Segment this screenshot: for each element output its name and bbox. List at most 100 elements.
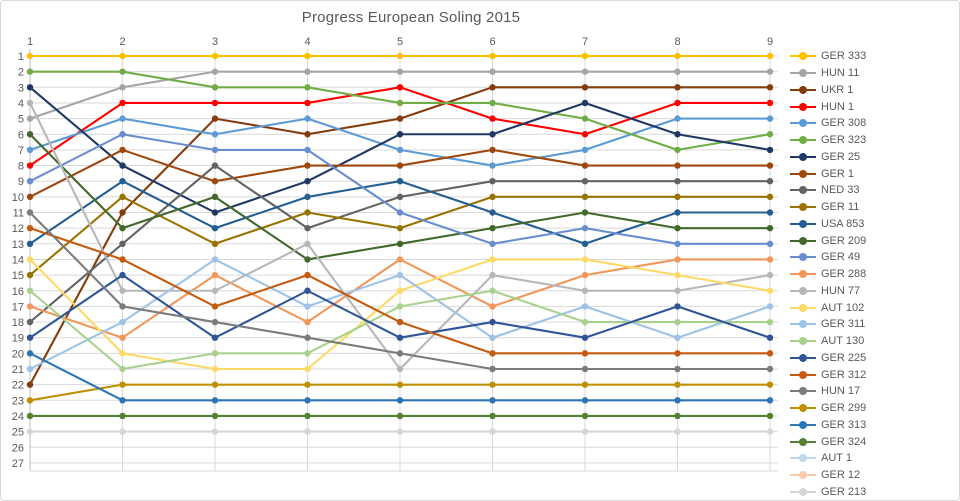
data-point-marker [26,271,34,279]
legend-dot-icon [799,203,807,212]
legend-dot-icon [799,320,807,329]
data-point-marker [26,318,34,326]
series-line-ger-333[interactable] [26,52,774,60]
data-point-marker [766,287,774,294]
legend-item-usa-853[interactable]: USA 853 [790,216,955,233]
legend-item-ger-308[interactable]: GER 308 [790,115,955,132]
legend-item-ger-313[interactable]: GER 313 [790,417,955,434]
legend-dot-icon [799,303,807,312]
series-line-aut-102[interactable] [26,256,774,373]
legend-item-ger-11[interactable]: GER 11 [790,199,955,216]
series-line-ger-313[interactable] [26,350,774,404]
series-line-ger-324[interactable] [26,412,774,420]
legend-item-hun-77[interactable]: HUN 77 [790,283,955,300]
legend-label: HUN 1 [821,100,855,113]
legend-item-ger-49[interactable]: GER 49 [790,249,955,266]
data-point-marker [396,209,404,216]
legend-item-ger-333[interactable]: GER 333 [790,48,955,65]
data-point-marker [766,240,774,247]
legend-item-ger-25[interactable]: GER 25 [790,149,955,166]
series-line-ger-312[interactable] [26,224,774,357]
legend-item-ger-312[interactable]: GER 312 [790,366,955,383]
data-point-marker [766,131,774,138]
series-line-hun-77[interactable] [26,99,774,373]
legend-line-marker-icon [790,186,816,195]
data-point-marker [674,68,681,75]
data-point-marker [396,365,404,373]
data-point-marker [304,131,311,138]
data-point-marker [396,287,404,294]
series-line-hun-17[interactable] [26,209,774,373]
legend-item-ger-1[interactable]: GER 1 [790,165,955,182]
data-point-marker [211,397,219,404]
legend-item-ger-225[interactable]: GER 225 [790,350,955,367]
series-line-ger-1[interactable] [26,146,774,201]
legend-label: USA 853 [821,217,865,230]
data-point-marker [581,68,589,75]
data-point-marker [396,412,404,420]
series-line-ger-299[interactable] [26,381,774,404]
data-point-marker [581,99,589,107]
data-point-marker [581,381,589,388]
data-point-marker [211,428,219,435]
series-line-aut-130[interactable] [26,287,774,373]
series-line-ger-25[interactable] [26,84,774,216]
y-axis-tick-label: 12 [12,223,24,235]
legend-item-ger-12[interactable]: GER 12 [790,467,955,484]
y-axis-tick-label: 26 [12,442,24,454]
data-point-marker [674,412,681,420]
y-axis-tick-label: 2 [18,67,24,79]
series-line-ger-225[interactable] [26,271,774,341]
legend-item-hun-17[interactable]: HUN 17 [790,383,955,400]
series-line-ger-311[interactable] [26,256,774,373]
legend-item-hun-11[interactable]: HUN 11 [790,65,955,82]
data-point-marker [119,52,126,60]
series-line-ger-308[interactable] [26,115,774,169]
legend-item-ger-311[interactable]: GER 311 [790,316,955,333]
data-point-marker [211,99,219,107]
legend-line-marker-icon [790,353,816,362]
legend-line-marker-icon [790,253,816,262]
legend-dot-icon [799,286,807,295]
legend-item-aut-1[interactable]: AUT 1 [790,450,955,467]
legend-label: GER 49 [821,251,861,264]
data-point-marker [26,334,34,341]
legend-item-ger-323[interactable]: GER 323 [790,132,955,149]
data-point-marker [766,52,774,60]
legend-dot-icon [799,353,807,362]
legend-item-ger-324[interactable]: GER 324 [790,433,955,450]
data-point-marker [766,271,774,279]
legend-item-ger-209[interactable]: GER 209 [790,232,955,249]
legend-item-aut-102[interactable]: AUT 102 [790,299,955,316]
series-line-ger-49[interactable] [26,131,774,247]
y-axis-tick-label: 10 [12,192,24,204]
data-point-marker [489,350,496,357]
x-axis-tick-label: 6 [489,36,495,48]
series-line-hun-11[interactable] [26,68,774,122]
data-point-marker [119,99,126,107]
series-line-ger-11[interactable] [26,193,774,279]
series-line-hun-1[interactable] [26,84,774,169]
legend-item-hun-1[interactable]: HUN 1 [790,98,955,115]
series-line-ger-209[interactable] [26,131,774,263]
legend-item-aut-130[interactable]: AUT 130 [790,333,955,350]
legend-line-marker-icon [790,487,816,496]
data-point-marker [674,193,681,201]
legend-item-ger-213[interactable]: GER 213 [790,484,955,501]
data-point-marker [26,381,34,388]
data-point-marker [304,178,311,185]
legend-item-ger-299[interactable]: GER 299 [790,400,955,417]
series-line-ger-323[interactable] [26,68,774,154]
data-point-marker [396,162,404,169]
series-line-ger-213[interactable] [26,428,774,435]
legend-line-marker-icon [790,387,816,396]
legend-item-ned-33[interactable]: NED 33 [790,182,955,199]
legend-item-ukr-1[interactable]: UKR 1 [790,82,955,99]
series-line-ger-288[interactable] [26,256,774,341]
data-point-marker [304,224,311,232]
data-point-marker [211,365,219,373]
legend-item-ger-288[interactable]: GER 288 [790,266,955,283]
data-point-marker [119,256,126,263]
data-point-marker [766,381,774,388]
legend-line-marker-icon [790,437,816,446]
